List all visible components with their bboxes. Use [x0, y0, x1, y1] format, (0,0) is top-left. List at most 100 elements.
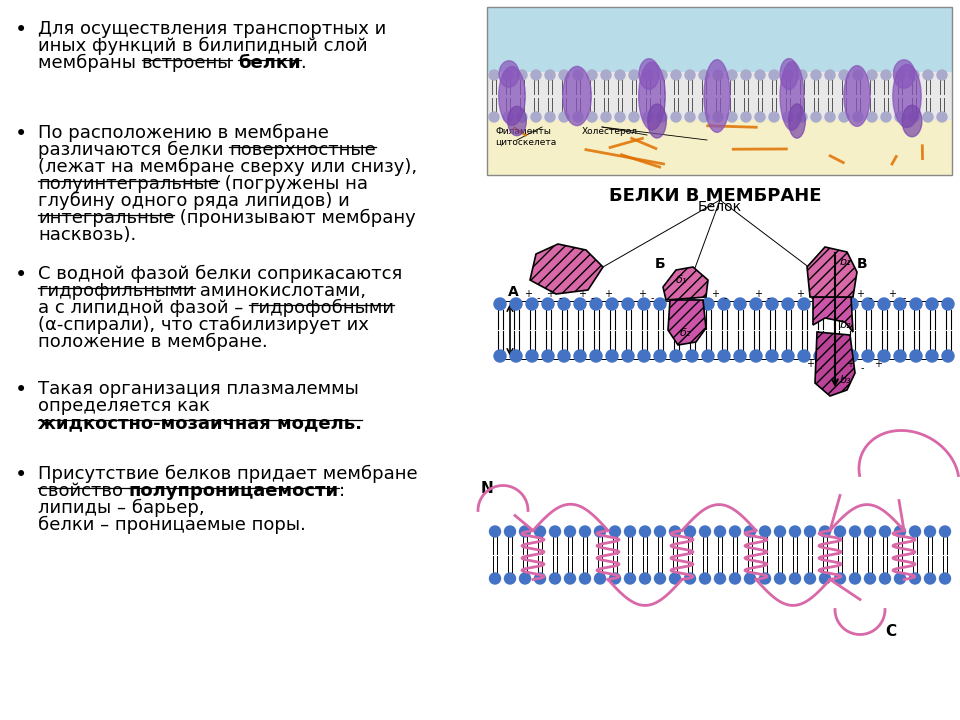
- Circle shape: [545, 70, 555, 80]
- Circle shape: [766, 298, 778, 310]
- Circle shape: [894, 350, 906, 362]
- Circle shape: [526, 298, 538, 310]
- Circle shape: [923, 112, 933, 122]
- Circle shape: [573, 70, 583, 80]
- Circle shape: [879, 526, 891, 537]
- Circle shape: [517, 70, 527, 80]
- Text: -: -: [810, 293, 814, 303]
- Circle shape: [727, 70, 737, 80]
- Circle shape: [638, 350, 650, 362]
- Circle shape: [684, 573, 695, 584]
- Text: C: C: [885, 624, 896, 639]
- Circle shape: [909, 526, 921, 537]
- Circle shape: [615, 112, 625, 122]
- Circle shape: [942, 298, 954, 310]
- Circle shape: [625, 526, 636, 537]
- Text: Б: Б: [655, 257, 665, 271]
- Circle shape: [489, 70, 499, 80]
- Circle shape: [684, 526, 695, 537]
- Circle shape: [909, 573, 921, 584]
- Circle shape: [730, 573, 740, 584]
- Text: •: •: [15, 265, 27, 285]
- Text: +: +: [846, 359, 854, 369]
- Circle shape: [846, 298, 858, 310]
- Circle shape: [490, 526, 500, 537]
- Text: .: .: [300, 54, 306, 72]
- Circle shape: [782, 298, 794, 310]
- Text: •: •: [15, 465, 27, 485]
- Circle shape: [671, 70, 681, 80]
- Circle shape: [942, 350, 954, 362]
- Circle shape: [755, 112, 765, 122]
- Circle shape: [895, 112, 905, 122]
- Circle shape: [489, 112, 499, 122]
- Text: -: -: [559, 293, 562, 303]
- Circle shape: [670, 350, 682, 362]
- Circle shape: [820, 526, 830, 537]
- Circle shape: [741, 112, 751, 122]
- Circle shape: [782, 350, 794, 362]
- Circle shape: [587, 112, 597, 122]
- Circle shape: [924, 573, 935, 584]
- Text: +: +: [711, 289, 719, 299]
- Circle shape: [811, 112, 821, 122]
- Circle shape: [686, 350, 698, 362]
- Text: поверхностные: поверхностные: [229, 141, 376, 159]
- Circle shape: [830, 298, 842, 310]
- Text: иных функций в билипидный слой: иных функций в билипидный слой: [38, 37, 368, 55]
- Circle shape: [755, 70, 765, 80]
- Circle shape: [510, 350, 522, 362]
- Circle shape: [798, 298, 810, 310]
- Circle shape: [517, 112, 527, 122]
- Circle shape: [549, 526, 561, 537]
- Text: аминокислотами,: аминокислотами,: [195, 282, 367, 300]
- Circle shape: [655, 526, 665, 537]
- Text: -: -: [868, 293, 872, 303]
- Text: +: +: [604, 289, 612, 299]
- Ellipse shape: [902, 105, 922, 137]
- Circle shape: [923, 70, 933, 80]
- Ellipse shape: [780, 58, 798, 89]
- Circle shape: [535, 526, 545, 537]
- Circle shape: [505, 526, 516, 537]
- Circle shape: [601, 70, 611, 80]
- Circle shape: [606, 298, 618, 310]
- Text: b₁: b₁: [840, 257, 852, 267]
- Ellipse shape: [648, 104, 666, 138]
- Circle shape: [494, 350, 506, 362]
- Circle shape: [643, 70, 653, 80]
- Circle shape: [574, 350, 586, 362]
- Circle shape: [670, 298, 682, 310]
- Text: •: •: [15, 124, 27, 144]
- Circle shape: [839, 112, 849, 122]
- Text: положение в мембране.: положение в мембране.: [38, 333, 268, 351]
- Text: -: -: [902, 293, 905, 303]
- Text: +: +: [546, 289, 554, 299]
- Text: Присутствие белков придает мембране: Присутствие белков придает мембране: [38, 465, 418, 483]
- Circle shape: [750, 298, 762, 310]
- Text: мембраны: мембраны: [38, 54, 142, 72]
- Circle shape: [671, 112, 681, 122]
- Text: +: +: [638, 289, 646, 299]
- Circle shape: [798, 350, 810, 362]
- Circle shape: [714, 526, 726, 537]
- Circle shape: [519, 526, 531, 537]
- Ellipse shape: [638, 62, 665, 130]
- Text: :: :: [339, 482, 345, 500]
- Circle shape: [574, 298, 586, 310]
- Circle shape: [639, 573, 651, 584]
- Text: С водной фазой белки соприкасаются: С водной фазой белки соприкасаются: [38, 265, 402, 283]
- Circle shape: [531, 70, 541, 80]
- Circle shape: [657, 112, 667, 122]
- Circle shape: [535, 573, 545, 584]
- Text: (пронизывают мембрану: (пронизывают мембрану: [175, 209, 416, 228]
- Circle shape: [558, 350, 570, 362]
- Text: А: А: [508, 285, 518, 299]
- Text: +: +: [578, 289, 586, 299]
- Text: •: •: [15, 380, 27, 400]
- Text: +: +: [524, 289, 532, 299]
- Circle shape: [734, 350, 746, 362]
- Circle shape: [730, 526, 740, 537]
- Text: +: +: [796, 289, 804, 299]
- Circle shape: [834, 526, 846, 537]
